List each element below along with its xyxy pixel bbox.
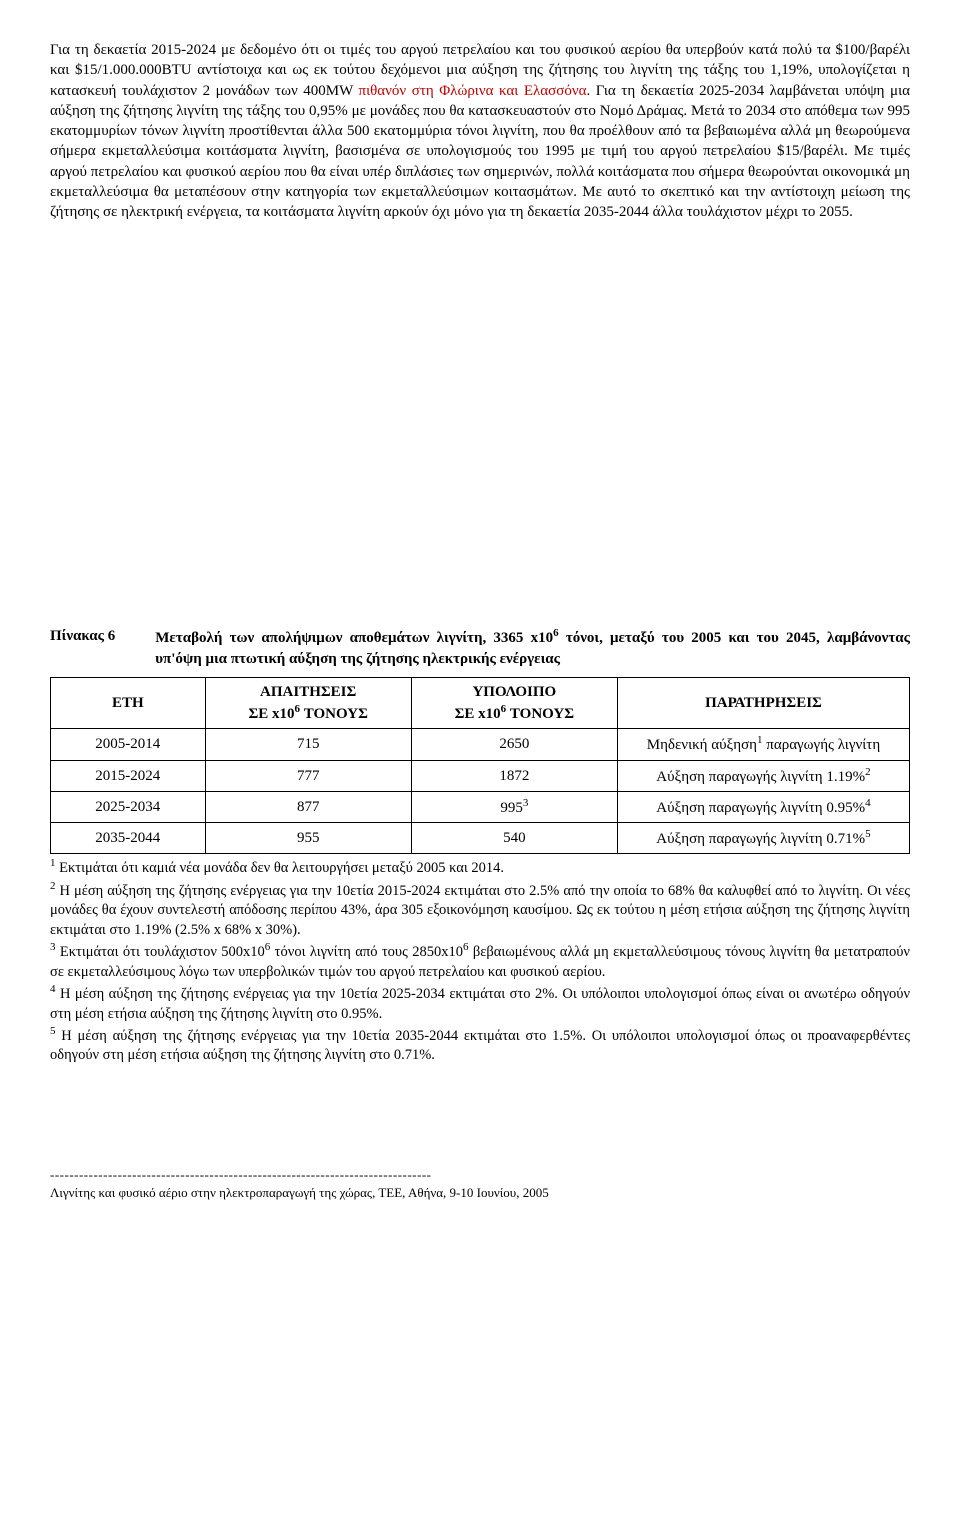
table-6-block: Πίνακας 6 Μεταβολή των απολήψιμων αποθεμ… [50,626,910,1066]
table-title-row: Πίνακας 6 Μεταβολή των απολήψιμων αποθεμ… [50,626,910,669]
cell-years: 2005-2014 [51,729,206,760]
header-remaining: ΥΠΟΛΟΙΠΟ ΣΕ x106 ΤΟΝΟΥΣ [411,677,617,729]
header-requirements: ΑΠΑΙΤΗΣΕΙΣ ΣΕ x106 ΤΟΝΟΥΣ [205,677,411,729]
page-footer: ----------------------------------------… [50,1166,910,1201]
footer-separator: ----------------------------------------… [50,1166,910,1184]
table-header-row: ΕΤΗ ΑΠΑΙΤΗΣΕΙΣ ΣΕ x106 ΤΟΝΟΥΣ ΥΠΟΛΟΙΠΟ Σ… [51,677,910,729]
footnote-4: 4 Η μέση αύξηση της ζήτησης ενέργειας γι… [50,982,910,1024]
vertical-spacer [50,226,910,606]
cell-rem: 2650 [411,729,617,760]
cell-note: Αύξηση παραγωγής λιγνίτη 1.19%2 [617,760,909,791]
cell-rem: 1872 [411,760,617,791]
main-paragraph: Για τη δεκαετία 2015-2024 με δεδομένο ότ… [50,40,910,222]
para-highlight: πιθανόν στη Φλώρινα και Ελασσόνα [359,83,587,99]
cell-years: 2015-2024 [51,760,206,791]
footer-citation: Λιγνίτης και φυσικό αέριο στην ηλεκτροπα… [50,1184,910,1202]
lignite-table: ΕΤΗ ΑΠΑΙΤΗΣΕΙΣ ΣΕ x106 ΤΟΝΟΥΣ ΥΠΟΛΟΙΠΟ Σ… [50,677,910,855]
cell-req: 955 [205,823,411,854]
table-footnotes: 1 Εκτιμάται ότι καμιά νέα μονάδα δεν θα … [50,856,910,1066]
footnote-2: 2 Η μέση αύξηση της ζήτησης ενέργειας γι… [50,879,910,941]
cell-years: 2035-2044 [51,823,206,854]
cell-rem: 9953 [411,791,617,822]
footnote-3: 3 Εκτιμάται ότι τουλάχιστον 500x106 τόνο… [50,940,910,982]
table-row: 2015-2024 777 1872 Αύξηση παραγωγής λιγν… [51,760,910,791]
cell-req: 877 [205,791,411,822]
footnote-5: 5 Η μέση αύξηση της ζήτησης ενέργειας γι… [50,1024,910,1066]
table-row: 2035-2044 955 540 Αύξηση παραγωγής λιγνί… [51,823,910,854]
table-row: 2005-2014 715 2650 Μηδενική αύξηση1 παρα… [51,729,910,760]
cell-note: Αύξηση παραγωγής λιγνίτη 0.95%4 [617,791,909,822]
cell-note: Αύξηση παραγωγής λιγνίτη 0.71%5 [617,823,909,854]
footnote-1: 1 Εκτιμάται ότι καμιά νέα μονάδα δεν θα … [50,856,910,878]
table-title-text: Μεταβολή των απολήψιμων αποθεμάτων λιγνί… [155,626,910,669]
header-years: ΕΤΗ [51,677,206,729]
table-row: 2025-2034 877 9953 Αύξηση παραγωγής λιγν… [51,791,910,822]
para-text-b: . Για τη δεκαετία 2025-2034 λαμβάνεται υ… [50,83,910,221]
cell-req: 715 [205,729,411,760]
cell-rem: 540 [411,823,617,854]
cell-req: 777 [205,760,411,791]
table-label: Πίνακας 6 [50,626,155,646]
cell-years: 2025-2034 [51,791,206,822]
header-notes: ΠΑΡΑΤΗΡΗΣΕΙΣ [617,677,909,729]
cell-note: Μηδενική αύξηση1 παραγωγής λιγνίτη [617,729,909,760]
